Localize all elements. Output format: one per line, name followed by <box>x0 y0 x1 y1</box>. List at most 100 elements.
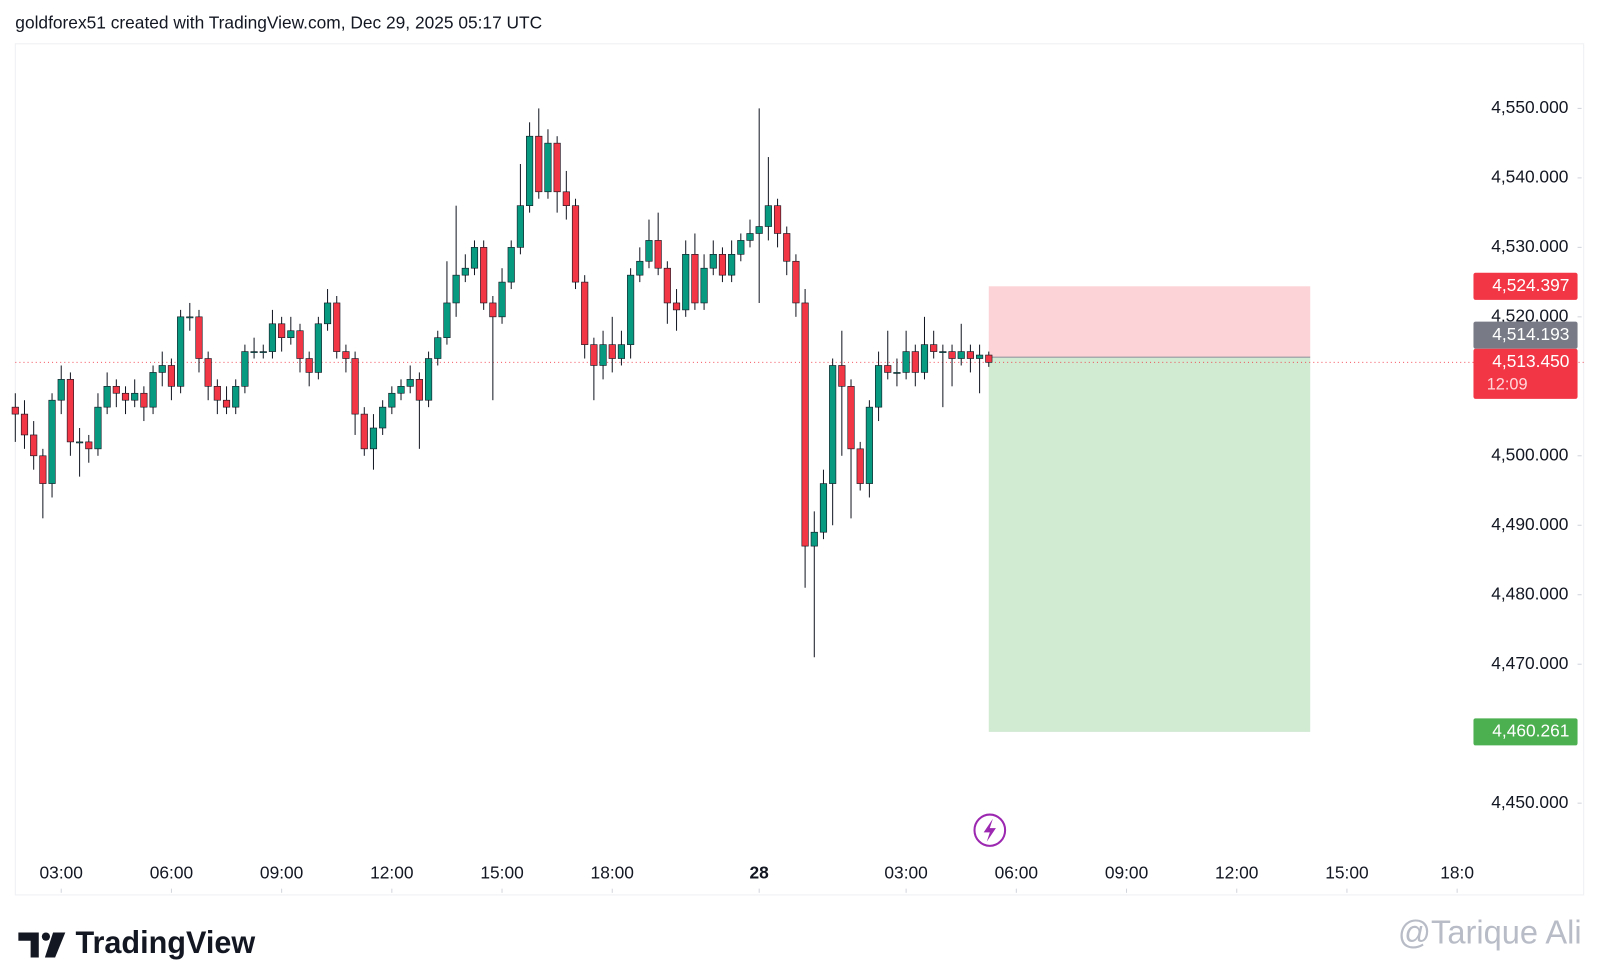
candle-body <box>911 351 919 373</box>
candle-body <box>66 379 74 443</box>
candle-body <box>663 267 671 304</box>
y-tick-label: 4,520.000 <box>1491 305 1568 325</box>
candle-body <box>829 365 837 484</box>
candle-body <box>819 483 828 533</box>
candle-body <box>700 267 708 304</box>
candle-body <box>195 316 203 359</box>
y-tick-label: 4,550.000 <box>1491 97 1568 117</box>
candle-body <box>930 344 938 352</box>
candle-body <box>590 344 598 366</box>
candle-body <box>709 254 717 269</box>
candle-body <box>489 302 497 318</box>
candle-body <box>792 260 800 304</box>
x-tick-label: 15:00 <box>1325 863 1369 883</box>
chart-pane <box>14 43 1585 896</box>
price-label-box <box>1473 272 1578 300</box>
price-label: 4,460.261 <box>1492 720 1569 740</box>
candle-body <box>516 205 524 248</box>
plot: 4,550.000 4,540.000 4,530.000 4,520.000 4,50… <box>11 97 1584 893</box>
candle-body <box>893 372 901 374</box>
x-tick-label: 18:0 <box>1440 863 1474 883</box>
candle-body <box>57 379 65 401</box>
candle-body <box>838 365 846 387</box>
candle-body <box>535 135 543 193</box>
candle-body <box>562 191 570 206</box>
candle-body <box>76 441 84 444</box>
candle-body <box>112 386 120 394</box>
candle-body <box>268 323 277 352</box>
price-label: 4,524.397 <box>1492 275 1569 295</box>
candle-body <box>131 392 139 401</box>
candle-body <box>222 399 231 408</box>
candle-body <box>424 358 433 401</box>
candle-body <box>654 240 662 269</box>
candle-body <box>103 386 111 408</box>
candle-body <box>296 330 304 359</box>
stop-zone <box>988 286 1311 358</box>
x-tick-label: 28 <box>750 863 770 883</box>
candle-body <box>636 260 644 276</box>
y-tick-label: 4,540.000 <box>1491 166 1568 186</box>
candle-body <box>691 254 699 304</box>
y-tick-label: 4,490.000 <box>1491 514 1568 534</box>
candle-body <box>470 247 479 269</box>
candle-body <box>856 448 864 484</box>
candle-body <box>20 413 29 436</box>
watermark: @Tarique Ali <box>1398 913 1582 950</box>
price-label-box <box>1473 718 1578 746</box>
candle-body <box>452 274 460 304</box>
candle-body <box>369 427 378 450</box>
x-tick-label: 03:00 <box>884 863 928 883</box>
replay-icon[interactable] <box>973 813 1007 847</box>
countdown: 12:09 <box>1487 376 1528 394</box>
price-label: 4,514.193 <box>1492 324 1569 344</box>
candle-body <box>746 233 754 241</box>
x-tick-label: 03:00 <box>40 863 84 883</box>
candle-body <box>406 379 414 387</box>
price-label: 4,513.450 <box>1492 351 1569 371</box>
candle-body <box>948 351 956 359</box>
candle-body <box>728 254 736 276</box>
y-tick-label: 4,480.000 <box>1491 583 1568 603</box>
x-tick-label: 15:00 <box>480 863 524 883</box>
candle-body <box>920 344 929 373</box>
candle-body <box>810 531 818 547</box>
candle-body <box>158 365 166 373</box>
candle-body <box>388 392 396 408</box>
candle-body <box>939 351 947 353</box>
candle-body <box>94 406 102 450</box>
candle-body <box>121 392 130 401</box>
candle-body <box>241 351 249 387</box>
candle-body <box>617 344 625 359</box>
candle-body <box>379 406 387 429</box>
candle-body <box>865 406 873 484</box>
candle-body <box>737 240 745 255</box>
candle-body <box>480 247 488 304</box>
price-label-box <box>1473 348 1578 399</box>
header: goldforex51 created with TradingView.com… <box>15 13 542 33</box>
candle-body <box>443 302 451 338</box>
candle-body <box>581 281 589 345</box>
candle-body <box>783 233 791 262</box>
candle-body <box>48 399 56 484</box>
candle-body <box>884 365 892 373</box>
candle-body <box>608 344 616 359</box>
brand-logo[interactable] <box>18 932 66 958</box>
candle-body <box>397 386 405 394</box>
candle-body <box>985 354 993 363</box>
candle-body <box>213 386 221 401</box>
candle-body <box>415 379 423 401</box>
candle-body <box>39 455 47 484</box>
x-tick-label: 06:00 <box>150 863 194 883</box>
candle-body <box>957 351 965 359</box>
candle-body <box>627 274 635 345</box>
candle-body <box>764 205 772 227</box>
candle-body <box>544 142 552 193</box>
candle-body <box>333 302 341 352</box>
candle-body <box>204 358 212 387</box>
candle-body <box>287 330 295 338</box>
candle-body <box>902 351 910 373</box>
candle-body <box>342 351 350 359</box>
candle-body <box>250 351 258 353</box>
